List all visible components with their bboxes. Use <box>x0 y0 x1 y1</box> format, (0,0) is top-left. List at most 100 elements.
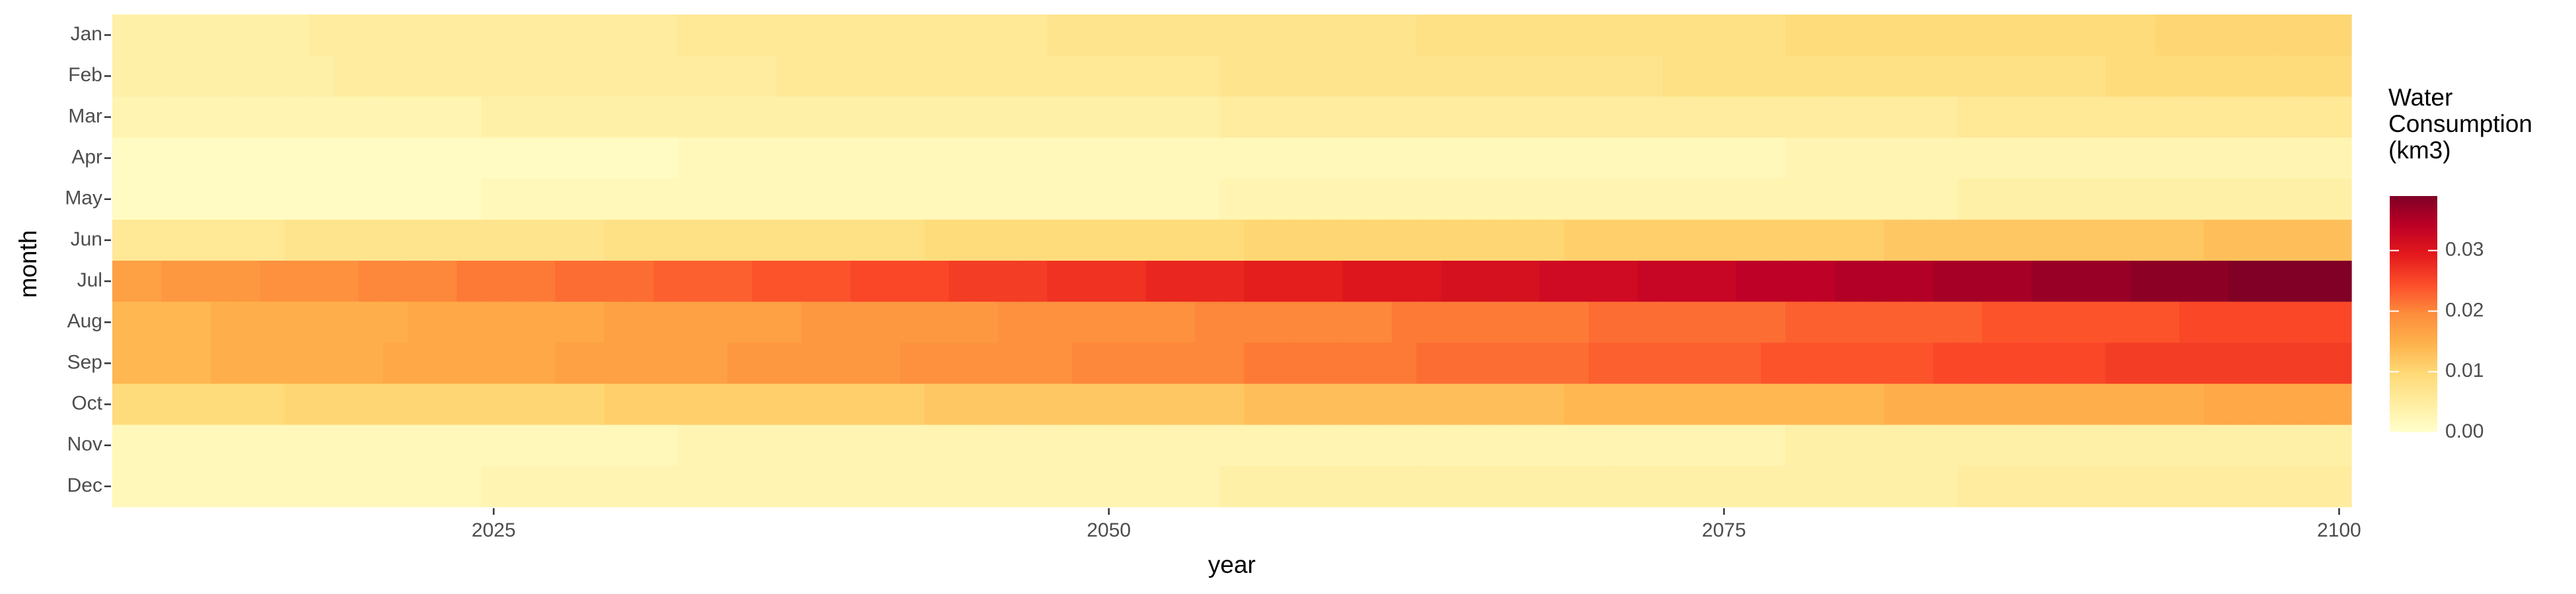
heat-cell <box>2129 383 2155 426</box>
heat-cell <box>506 465 531 508</box>
heat-cell <box>1810 261 1836 302</box>
heat-cell <box>1170 137 1196 180</box>
heat-cell <box>2179 15 2205 56</box>
heat-cell <box>408 424 433 467</box>
heat-cell <box>1589 219 1614 261</box>
heat-cell <box>1711 343 1737 385</box>
heat-cell <box>1170 55 1196 97</box>
heat-cell <box>948 96 974 139</box>
heat-cell <box>1367 302 1392 343</box>
heat-cell <box>604 343 629 385</box>
heat-cell <box>1047 219 1073 261</box>
heat-cell <box>1071 383 1097 426</box>
heat-cell <box>678 15 703 56</box>
heat-cell <box>2252 137 2278 180</box>
heat-cell <box>1145 96 1171 139</box>
heat-cell <box>1957 96 1983 139</box>
heat-cell <box>2277 465 2303 508</box>
heat-cell <box>1268 261 1294 302</box>
heat-cell <box>284 137 310 180</box>
heat-cell <box>629 178 655 220</box>
heat-cell <box>530 55 556 97</box>
heat-cell <box>948 343 974 385</box>
heat-cell <box>382 219 408 261</box>
heat-cell <box>1219 55 1245 97</box>
heat-cell <box>579 465 605 508</box>
heat-cell <box>1145 55 1171 97</box>
heat-cell <box>2081 219 2106 261</box>
heat-cell <box>382 55 408 97</box>
y-tick-label: Mar <box>68 105 102 127</box>
heat-cell <box>1957 55 1983 97</box>
heat-cell <box>2031 219 2057 261</box>
heat-cell <box>112 15 137 56</box>
heat-cell <box>1047 383 1073 426</box>
heat-cell <box>137 343 162 385</box>
heat-cell <box>211 15 236 56</box>
heat-cell <box>1637 55 1663 97</box>
heat-cell <box>1441 343 1466 385</box>
heat-cell <box>1121 219 1147 261</box>
heat-cell <box>555 302 581 343</box>
heat-cell <box>1121 465 1147 508</box>
heat-cell <box>1342 219 1368 261</box>
heat-cell <box>1760 302 1786 343</box>
heat-cell <box>1515 178 1540 220</box>
heat-cell <box>456 137 482 180</box>
heat-cell <box>1834 465 1860 508</box>
heat-cell <box>2154 15 2180 56</box>
heat-cell <box>358 137 384 180</box>
heat-cell <box>948 137 974 180</box>
heat-cell <box>2154 96 2180 139</box>
heat-cell <box>211 55 236 97</box>
heat-cell <box>1785 137 1811 180</box>
heat-cell <box>1613 219 1639 261</box>
heat-cell <box>579 343 605 385</box>
heat-cell <box>186 178 211 220</box>
heat-cell <box>1785 261 1811 302</box>
heat-cell <box>2302 261 2328 302</box>
heat-cell <box>1810 383 1836 426</box>
heat-cell <box>2179 55 2205 97</box>
heat-cell <box>1244 261 1270 302</box>
heat-cell <box>284 178 310 220</box>
heat-cell <box>678 302 703 343</box>
heat-cell <box>604 465 629 508</box>
heat-cell <box>1810 302 1836 343</box>
heat-cell <box>1810 137 1836 180</box>
heat-cell <box>1613 178 1639 220</box>
heat-cell <box>1563 178 1589 220</box>
heat-cell <box>1096 96 1122 139</box>
heat-cell <box>260 424 285 467</box>
heat-cell <box>1859 96 1884 139</box>
heat-cell <box>555 178 581 220</box>
heat-cell <box>1219 343 1245 385</box>
heat-cell <box>653 302 679 343</box>
heat-cell <box>1022 424 1048 467</box>
heat-cell <box>2081 465 2106 508</box>
heat-cell <box>1318 424 1343 467</box>
heat-cell <box>1589 465 1614 508</box>
heat-cell <box>801 302 826 343</box>
heat-cell <box>1760 465 1786 508</box>
heat-cell <box>1318 219 1343 261</box>
heat-cell <box>1219 137 1245 180</box>
heat-cell <box>900 219 925 261</box>
heat-cell <box>1416 343 1442 385</box>
heat-cell <box>408 219 433 261</box>
heat-cell <box>2326 302 2352 343</box>
heat-cell <box>1244 465 1270 508</box>
heat-cell <box>727 302 753 343</box>
heat-cell <box>2031 15 2057 56</box>
heat-cell <box>2081 343 2106 385</box>
heat-cell <box>678 178 703 220</box>
heat-cell <box>284 465 310 508</box>
heat-cell <box>703 261 728 302</box>
heat-cell <box>1490 15 1516 56</box>
heat-cell <box>2154 302 2180 343</box>
heat-cell <box>1539 465 1565 508</box>
heat-cell <box>284 424 310 467</box>
heat-cell <box>1170 302 1196 343</box>
heat-cell <box>112 219 137 261</box>
heat-cell <box>1022 343 1048 385</box>
